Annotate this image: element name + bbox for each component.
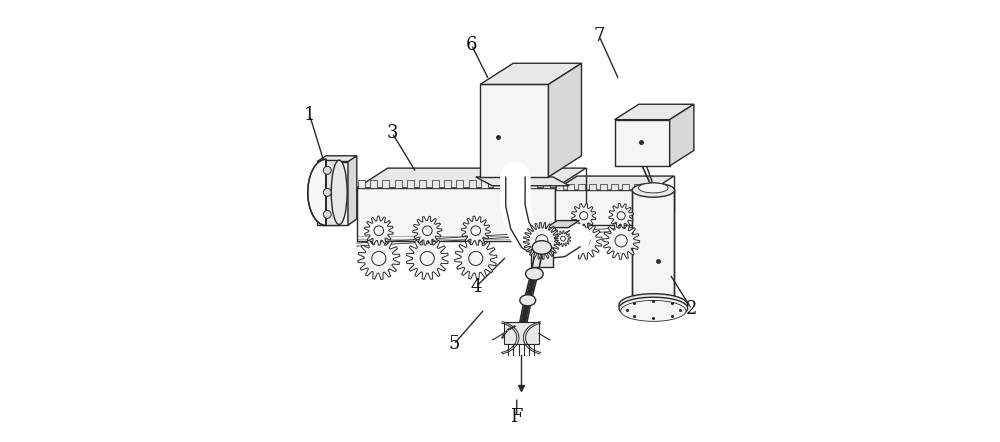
- Ellipse shape: [619, 293, 688, 316]
- Polygon shape: [546, 221, 579, 228]
- Circle shape: [578, 235, 590, 247]
- Polygon shape: [407, 180, 414, 188]
- Polygon shape: [572, 204, 596, 228]
- Polygon shape: [548, 63, 582, 177]
- Text: 3: 3: [386, 124, 398, 142]
- Polygon shape: [634, 183, 640, 190]
- Polygon shape: [480, 84, 548, 177]
- Circle shape: [323, 210, 331, 218]
- Polygon shape: [371, 241, 387, 248]
- Text: 5: 5: [448, 335, 459, 353]
- Polygon shape: [432, 180, 439, 188]
- Text: F: F: [510, 408, 523, 426]
- Polygon shape: [476, 177, 569, 186]
- Ellipse shape: [331, 160, 347, 225]
- Polygon shape: [615, 104, 694, 120]
- Polygon shape: [589, 183, 596, 190]
- Polygon shape: [358, 237, 400, 279]
- Polygon shape: [419, 241, 435, 248]
- Polygon shape: [370, 180, 377, 188]
- Polygon shape: [413, 216, 442, 245]
- Polygon shape: [317, 161, 348, 225]
- Ellipse shape: [526, 268, 543, 280]
- Polygon shape: [444, 180, 451, 188]
- Polygon shape: [406, 237, 448, 279]
- Polygon shape: [506, 180, 513, 188]
- Polygon shape: [531, 248, 553, 267]
- Polygon shape: [565, 222, 602, 259]
- Polygon shape: [317, 156, 357, 161]
- Polygon shape: [555, 190, 652, 225]
- Polygon shape: [469, 180, 476, 188]
- Polygon shape: [348, 156, 357, 225]
- Polygon shape: [504, 322, 539, 344]
- Text: 7: 7: [593, 27, 605, 45]
- Polygon shape: [611, 183, 618, 190]
- Polygon shape: [480, 63, 582, 84]
- Circle shape: [471, 226, 481, 236]
- Polygon shape: [461, 216, 490, 245]
- Text: 4: 4: [470, 278, 481, 296]
- Ellipse shape: [621, 301, 686, 321]
- Polygon shape: [523, 222, 560, 259]
- Polygon shape: [609, 203, 633, 228]
- Polygon shape: [322, 160, 339, 225]
- Polygon shape: [357, 188, 555, 241]
- Circle shape: [580, 212, 588, 220]
- Ellipse shape: [619, 297, 688, 319]
- Ellipse shape: [632, 183, 674, 197]
- Polygon shape: [468, 241, 484, 248]
- Circle shape: [615, 235, 627, 247]
- Polygon shape: [543, 180, 550, 188]
- Polygon shape: [578, 183, 585, 190]
- Polygon shape: [622, 183, 629, 190]
- Circle shape: [420, 251, 434, 266]
- Circle shape: [323, 188, 331, 196]
- Polygon shape: [555, 176, 674, 190]
- Polygon shape: [395, 180, 402, 188]
- Polygon shape: [382, 180, 389, 188]
- Polygon shape: [493, 180, 500, 188]
- Polygon shape: [603, 222, 640, 259]
- Polygon shape: [600, 183, 607, 190]
- Polygon shape: [556, 183, 563, 190]
- Polygon shape: [555, 231, 571, 247]
- Polygon shape: [530, 180, 537, 188]
- Polygon shape: [615, 120, 670, 166]
- Text: 6: 6: [466, 36, 477, 54]
- Text: 1: 1: [304, 106, 315, 124]
- Circle shape: [323, 166, 331, 174]
- Polygon shape: [518, 180, 525, 188]
- Circle shape: [617, 212, 625, 220]
- Ellipse shape: [520, 295, 536, 306]
- Circle shape: [422, 226, 432, 236]
- Circle shape: [374, 226, 384, 236]
- Circle shape: [372, 251, 386, 266]
- Polygon shape: [357, 168, 586, 188]
- Ellipse shape: [532, 240, 552, 254]
- Polygon shape: [419, 180, 426, 188]
- Polygon shape: [308, 159, 326, 225]
- Text: 2: 2: [686, 300, 697, 318]
- Circle shape: [469, 251, 483, 266]
- Polygon shape: [645, 183, 651, 190]
- Circle shape: [561, 236, 565, 241]
- Polygon shape: [455, 237, 497, 280]
- Polygon shape: [567, 183, 574, 190]
- Polygon shape: [632, 190, 674, 305]
- Polygon shape: [456, 180, 463, 188]
- Polygon shape: [670, 104, 694, 166]
- Polygon shape: [364, 216, 393, 245]
- Circle shape: [536, 235, 548, 247]
- Polygon shape: [358, 180, 365, 188]
- Polygon shape: [481, 180, 488, 188]
- Ellipse shape: [639, 183, 668, 193]
